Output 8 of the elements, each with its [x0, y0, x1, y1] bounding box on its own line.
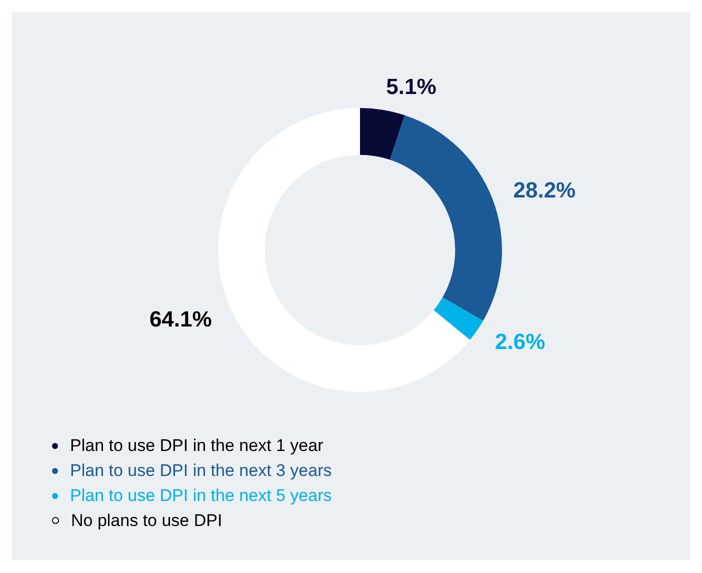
- legend-label: Plan to use DPI in the next 3 years: [70, 460, 332, 482]
- legend-label: Plan to use DPI in the next 1 year: [70, 435, 324, 457]
- data-label: 5.1%: [386, 74, 436, 100]
- data-label: 64.1%: [149, 306, 212, 332]
- legend-label: No plans to use DPI: [71, 510, 222, 532]
- legend-label: Plan to use DPI in the next 5 years: [70, 485, 332, 507]
- data-label: 28.2%: [513, 178, 576, 203]
- data-label: 2.6%: [495, 329, 546, 354]
